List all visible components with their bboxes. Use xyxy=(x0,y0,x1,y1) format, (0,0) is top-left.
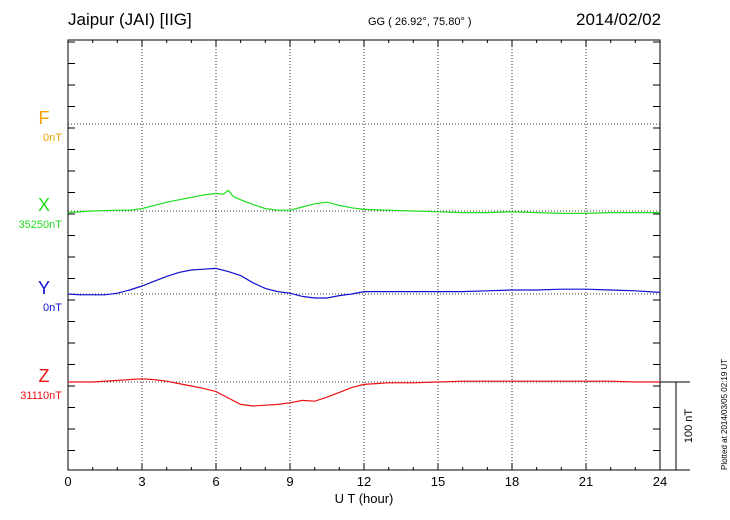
series-baseline-z: 31110nT xyxy=(20,390,62,402)
series-label-f: F xyxy=(39,108,50,128)
x-tick-label: 3 xyxy=(138,474,145,489)
x-tick-label: 6 xyxy=(212,474,219,489)
x-tick-label: 24 xyxy=(653,474,667,489)
x-tick-label: 18 xyxy=(505,474,519,489)
station-coordinates: GG ( 26.92°, 75.80° ) xyxy=(368,16,472,28)
series-label-y: Y xyxy=(38,278,50,298)
series-label-x: X xyxy=(38,195,50,215)
x-tick-label: 21 xyxy=(579,474,593,489)
x-tick-label: 15 xyxy=(431,474,445,489)
scale-bar-label: 100 nT xyxy=(683,409,695,444)
x-tick-label: 9 xyxy=(286,474,293,489)
plot-date: 2014/02/02 xyxy=(576,10,662,29)
station-title: Jaipur (JAI) [IIG] xyxy=(68,10,192,29)
series-baseline-x: 35250nT xyxy=(19,219,63,231)
series-baseline-f: 0nT xyxy=(43,132,62,144)
x-tick-label: 12 xyxy=(357,474,371,489)
series-line-y xyxy=(67,267,661,299)
plot-frame xyxy=(67,39,661,471)
series-line-z xyxy=(68,378,660,407)
series-baseline-y: 0nT xyxy=(43,302,62,314)
x-tick-label: 0 xyxy=(64,474,71,489)
series-line-x xyxy=(67,189,660,214)
series-label-z: Z xyxy=(39,366,50,386)
x-axis-title: U T (hour) xyxy=(335,491,394,506)
